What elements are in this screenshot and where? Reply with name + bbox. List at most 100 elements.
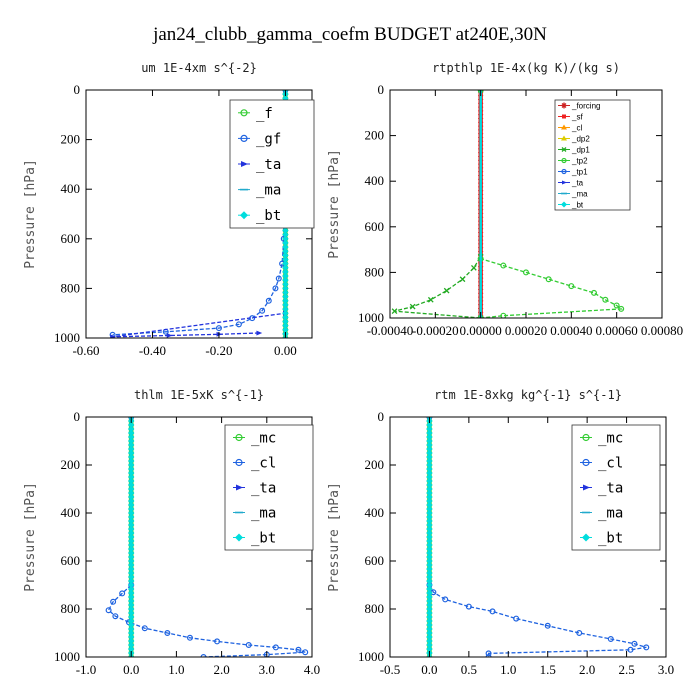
- series-point: [426, 525, 433, 533]
- series-point: [471, 264, 477, 271]
- series-point: [426, 537, 433, 545]
- series-point: [128, 441, 135, 449]
- series-point: [282, 256, 289, 263]
- legend-label: _gf: [256, 131, 281, 147]
- series-point: [282, 305, 289, 313]
- series-point: [128, 593, 135, 601]
- series-point: [282, 243, 289, 251]
- series-point: [613, 302, 620, 309]
- legend-box: [554, 99, 631, 211]
- y-tick-label: 800: [61, 280, 81, 295]
- series-point: [164, 629, 171, 636]
- series-point: [426, 533, 433, 541]
- series-point: [128, 589, 135, 597]
- legend: _forcing _sf _cl _dp2 _dp1 _tp2 _tp1 _ta _ma _bt: [554, 99, 631, 211]
- legend-marker: [240, 188, 248, 191]
- series-point: [426, 449, 433, 457]
- series-dp1: [391, 90, 484, 318]
- series-point: [282, 239, 289, 247]
- plot-area: [105, 417, 309, 657]
- y-axis-label: Pressure [hPa]: [327, 149, 342, 259]
- series-point: [282, 264, 289, 271]
- y-tick-label: 1000: [54, 330, 80, 345]
- x-tick-label: 3.0: [658, 662, 674, 677]
- series-point: [282, 322, 289, 329]
- legend-item-mc: _mc: [580, 431, 623, 447]
- series-point: [128, 617, 135, 625]
- series-point: [128, 549, 135, 557]
- series-point: [282, 268, 289, 276]
- legend-item-f: _f: [238, 106, 273, 122]
- series-point: [282, 281, 289, 288]
- series-point: [426, 597, 433, 605]
- series-point: [282, 297, 289, 304]
- series-point: [409, 303, 416, 310]
- series-point: [426, 505, 433, 513]
- series-point: [426, 497, 433, 505]
- series-point: [128, 581, 135, 589]
- series-point: [426, 581, 433, 589]
- series-point: [141, 625, 148, 632]
- legend-label: _sf: [571, 113, 583, 122]
- series-point: [426, 569, 433, 577]
- series-point: [282, 318, 289, 325]
- x-tick-label: -0.60: [72, 343, 99, 358]
- series-point: [426, 485, 433, 493]
- series-point: [427, 296, 434, 303]
- panel-title: rtpthlp 1E-4x(kg K)/(kg s): [432, 61, 620, 75]
- x-tick-label: -1.0: [76, 662, 97, 677]
- series-point: [128, 525, 135, 533]
- series-point: [607, 635, 614, 642]
- y-tick-label: 600: [365, 219, 385, 234]
- legend-label: _mc: [251, 431, 276, 447]
- series-point: [426, 573, 433, 581]
- series-point: [426, 509, 433, 517]
- y-tick-label: 1000: [358, 310, 384, 325]
- legend-item-dp1: _dp1: [558, 146, 590, 155]
- y-axis-label: Pressure [hPa]: [23, 482, 38, 592]
- legend-item-ma: _ma: [238, 183, 281, 199]
- x-tick-label: 1.5: [540, 662, 556, 677]
- series-point: [128, 605, 135, 613]
- y-tick-label: 400: [61, 505, 81, 520]
- legend-marker: [235, 511, 243, 514]
- legend-label: _ta: [256, 157, 281, 173]
- legend: _mc _cl _ta _ma _bt: [224, 424, 314, 551]
- series-point: [128, 541, 135, 549]
- series-point: [128, 493, 135, 501]
- panel-title: rtm 1E-8xkg kg^{-1} s^{-1}: [434, 388, 622, 402]
- series-point: [426, 489, 433, 497]
- y-tick-label: 0: [74, 409, 81, 424]
- legend-label: _bt: [571, 201, 584, 210]
- legend-marker: [582, 533, 590, 542]
- series-point: [272, 644, 279, 651]
- series-point: [128, 621, 135, 629]
- x-tick-label: 0.00020: [505, 323, 547, 338]
- series-bt: [426, 417, 433, 657]
- series-point: [282, 293, 289, 300]
- series-point: [128, 517, 135, 525]
- y-tick-label: 0: [378, 82, 385, 97]
- series-point: [282, 248, 289, 255]
- series-point: [426, 437, 433, 445]
- legend-label: _bt: [251, 531, 276, 547]
- chart-panel-1: um 1E-4xm s^{-2} Pressure [hPa] 0 200 400 600…: [23, 61, 315, 358]
- legend-item-cl: _cl: [558, 124, 582, 133]
- legend-item-ta: _ta: [580, 481, 623, 497]
- x-tick-label: 0.5: [461, 662, 477, 677]
- series-point: [110, 334, 116, 338]
- legend-label: _tp1: [571, 168, 588, 177]
- legend-label: _ta: [598, 481, 623, 497]
- legend: _mc _cl _ta _ma _bt: [571, 424, 661, 551]
- series-point: [259, 307, 266, 314]
- y-tick-label: 1000: [54, 649, 80, 664]
- plot-area: [391, 90, 625, 318]
- series-point: [426, 521, 433, 529]
- series-point: [282, 276, 289, 284]
- series-point: [128, 497, 135, 505]
- series-point: [282, 289, 289, 296]
- series-point: [426, 457, 433, 465]
- legend-item-ma: _ma: [580, 506, 623, 522]
- legend-marker: [582, 433, 590, 442]
